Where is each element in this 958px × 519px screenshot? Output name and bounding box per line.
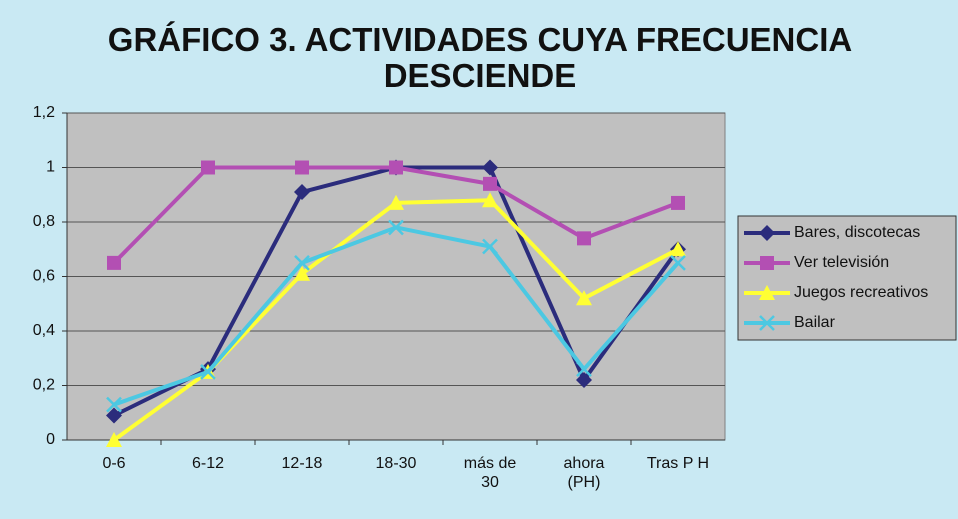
marker [294, 184, 310, 201]
y-tick-label: 0 [46, 431, 55, 448]
marker [106, 407, 122, 424]
x-tick-label: 6-12 [191, 455, 225, 472]
marker [483, 176, 497, 191]
legend-label: Ver televisión [794, 254, 889, 271]
y-tick-label: 0,6 [33, 268, 55, 285]
x-tick-label: 12-18 [281, 455, 323, 472]
marker [294, 254, 310, 271]
marker [576, 372, 592, 389]
marker [295, 160, 309, 175]
marker [759, 225, 775, 241]
marker [670, 254, 686, 271]
x-tick-label: 0-6 [102, 455, 126, 472]
y-tick-label: 1 [46, 159, 55, 176]
legend-label: Juegos recreativos [794, 284, 928, 301]
series [107, 160, 685, 270]
marker [106, 396, 122, 413]
marker [576, 290, 592, 306]
marker [759, 285, 775, 300]
legend-label: Bares, discotecas [794, 224, 920, 241]
marker [760, 256, 774, 270]
marker [577, 231, 591, 246]
legend-box [737, 215, 957, 341]
marker [294, 265, 310, 281]
x-tick-label: 18-30 [375, 455, 417, 472]
marker [388, 219, 404, 236]
marker [200, 363, 216, 380]
marker [482, 238, 498, 255]
marker [482, 159, 498, 176]
marker [670, 241, 686, 257]
marker [759, 315, 775, 331]
y-tick-label: 1,2 [33, 104, 55, 121]
marker [482, 192, 498, 208]
marker [389, 160, 403, 175]
marker [671, 195, 685, 210]
y-tick-label: 0,8 [33, 213, 55, 230]
y-tick-label: 0,4 [33, 322, 55, 339]
legend-label: Bailar [794, 314, 836, 331]
marker [107, 255, 121, 270]
marker [388, 194, 404, 210]
marker [576, 361, 592, 378]
x-tick-label: Tras P H [646, 455, 710, 472]
chart-title: GRÁFICO 3. ACTIVIDADES CUYA FRECUENCIA D… [107, 21, 853, 94]
marker [201, 160, 215, 175]
x-tick-label: ahora (PH) [563, 455, 605, 491]
series [106, 219, 686, 413]
x-tick-label: más de 30 [463, 455, 517, 491]
marker [106, 432, 122, 447]
y-tick-label: 0,2 [33, 377, 55, 394]
